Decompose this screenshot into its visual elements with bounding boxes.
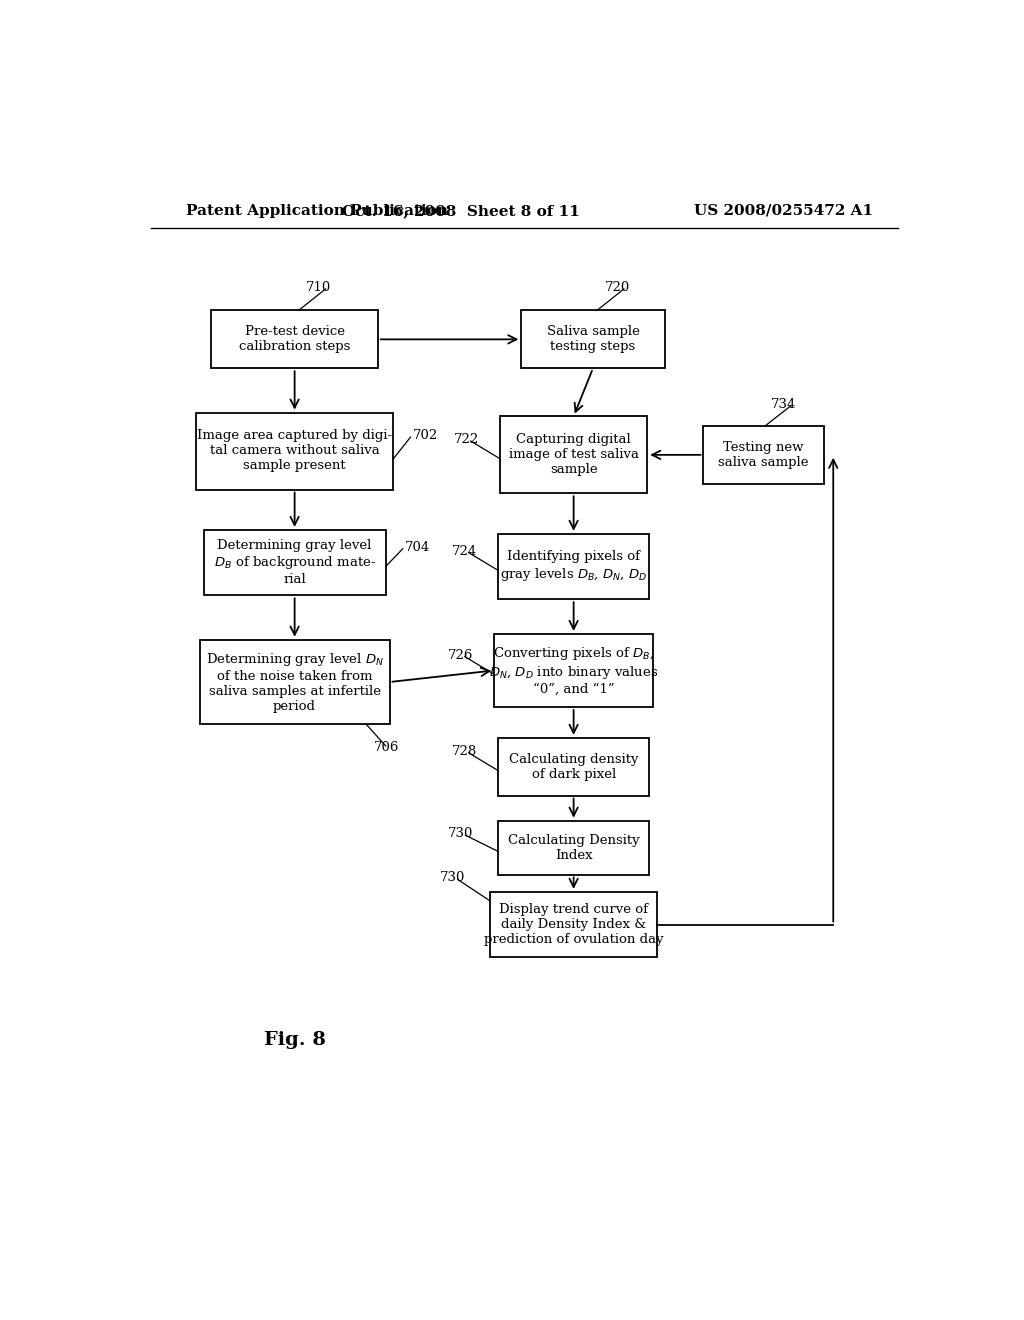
Text: 720: 720: [604, 281, 630, 294]
Bar: [703, 426, 823, 483]
Text: Display trend curve of
daily Density Index &
prediction of ovulation day: Display trend curve of daily Density Ind…: [483, 903, 664, 946]
Bar: [495, 634, 653, 708]
Text: Image area captured by digi-
tal camera without saliva
sample present: Image area captured by digi- tal camera …: [197, 429, 392, 473]
Text: Determining gray level
$D_B$ of background mate-
rial: Determining gray level $D_B$ of backgrou…: [214, 539, 376, 586]
Text: Pre-test device
calibration steps: Pre-test device calibration steps: [239, 325, 350, 354]
Text: Determining gray level $D_N$
of the noise taken from
saliva samples at infertile: Determining gray level $D_N$ of the nois…: [206, 651, 384, 713]
Bar: [498, 738, 649, 796]
Bar: [204, 529, 386, 595]
Text: Fig. 8: Fig. 8: [264, 1031, 326, 1049]
Text: Converting pixels of $D_B$,
$D_N$, $D_D$ into binary values
“0”, and “1”: Converting pixels of $D_B$, $D_N$, $D_D$…: [488, 644, 658, 696]
Bar: [211, 310, 378, 368]
Bar: [498, 821, 649, 874]
Text: 710: 710: [306, 281, 332, 294]
Text: 724: 724: [452, 545, 477, 557]
Bar: [200, 640, 389, 725]
Bar: [498, 533, 649, 599]
Text: Patent Application Publication: Patent Application Publication: [186, 203, 449, 218]
Text: 722: 722: [454, 433, 479, 446]
Bar: [490, 892, 657, 957]
Text: Oct. 16, 2008  Sheet 8 of 11: Oct. 16, 2008 Sheet 8 of 11: [342, 203, 581, 218]
Text: 706: 706: [374, 741, 399, 754]
Bar: [500, 416, 647, 494]
Text: Calculating Density
Index: Calculating Density Index: [508, 833, 639, 862]
Text: 702: 702: [413, 429, 438, 442]
Text: Capturing digital
image of test saliva
sample: Capturing digital image of test saliva s…: [509, 433, 639, 477]
Text: Identifying pixels of
gray levels $D_B$, $D_N$, $D_D$: Identifying pixels of gray levels $D_B$,…: [500, 550, 647, 582]
Text: Saliva sample
testing steps: Saliva sample testing steps: [547, 325, 639, 354]
Bar: [521, 310, 665, 368]
Text: 726: 726: [447, 648, 473, 661]
Text: 728: 728: [452, 744, 477, 758]
Text: 734: 734: [771, 397, 797, 411]
Text: 730: 730: [447, 828, 473, 841]
Text: US 2008/0255472 A1: US 2008/0255472 A1: [693, 203, 872, 218]
Bar: [196, 412, 393, 490]
Text: 730: 730: [440, 871, 465, 884]
Text: 704: 704: [406, 541, 430, 554]
Text: Calculating density
of dark pixel: Calculating density of dark pixel: [509, 752, 638, 780]
Text: Testing new
saliva sample: Testing new saliva sample: [718, 441, 809, 469]
